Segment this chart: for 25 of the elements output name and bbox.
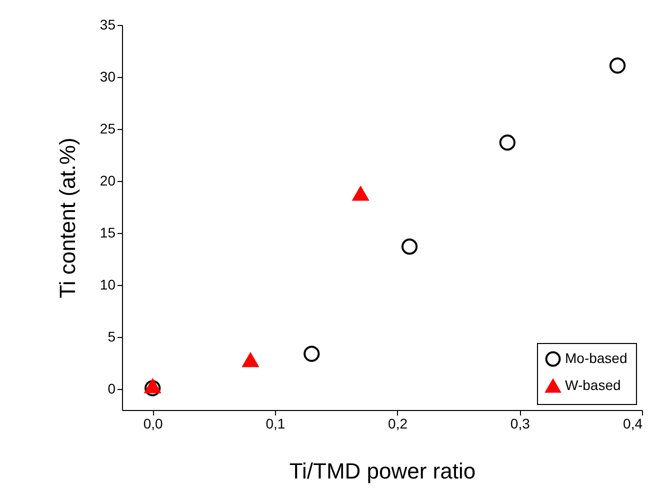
x-tick-label: 0,4 — [623, 416, 643, 432]
point — [144, 378, 161, 394]
y-tick-label: 15 — [100, 224, 116, 241]
x-tick-label: 0,3 — [510, 416, 530, 432]
point — [242, 352, 259, 368]
y-tick-label: 30 — [100, 68, 116, 85]
y-tick-label: 35 — [100, 16, 116, 32]
x-axis-title: Ti/TMD power ratio — [289, 458, 476, 484]
point — [401, 238, 418, 255]
y-axis-title: Ti content (at.%) — [54, 138, 80, 298]
point — [609, 58, 626, 74]
point — [144, 380, 161, 396]
y-tick-label: 5 — [108, 328, 116, 345]
legend-label: W-based — [565, 377, 621, 393]
y-tick-label: 25 — [100, 120, 116, 137]
point — [304, 346, 320, 362]
y-tick-label: 10 — [100, 276, 116, 293]
point — [499, 134, 516, 151]
y-tick-label: 0 — [108, 380, 116, 397]
x-tick-label: 0,0 — [143, 416, 164, 432]
point — [352, 186, 369, 201]
x-tick-label: 0,2 — [388, 416, 408, 432]
y-tick-label: 20 — [100, 172, 116, 189]
legend-label: Mo-based — [565, 350, 628, 366]
x-tick-label: 0,1 — [266, 416, 286, 432]
